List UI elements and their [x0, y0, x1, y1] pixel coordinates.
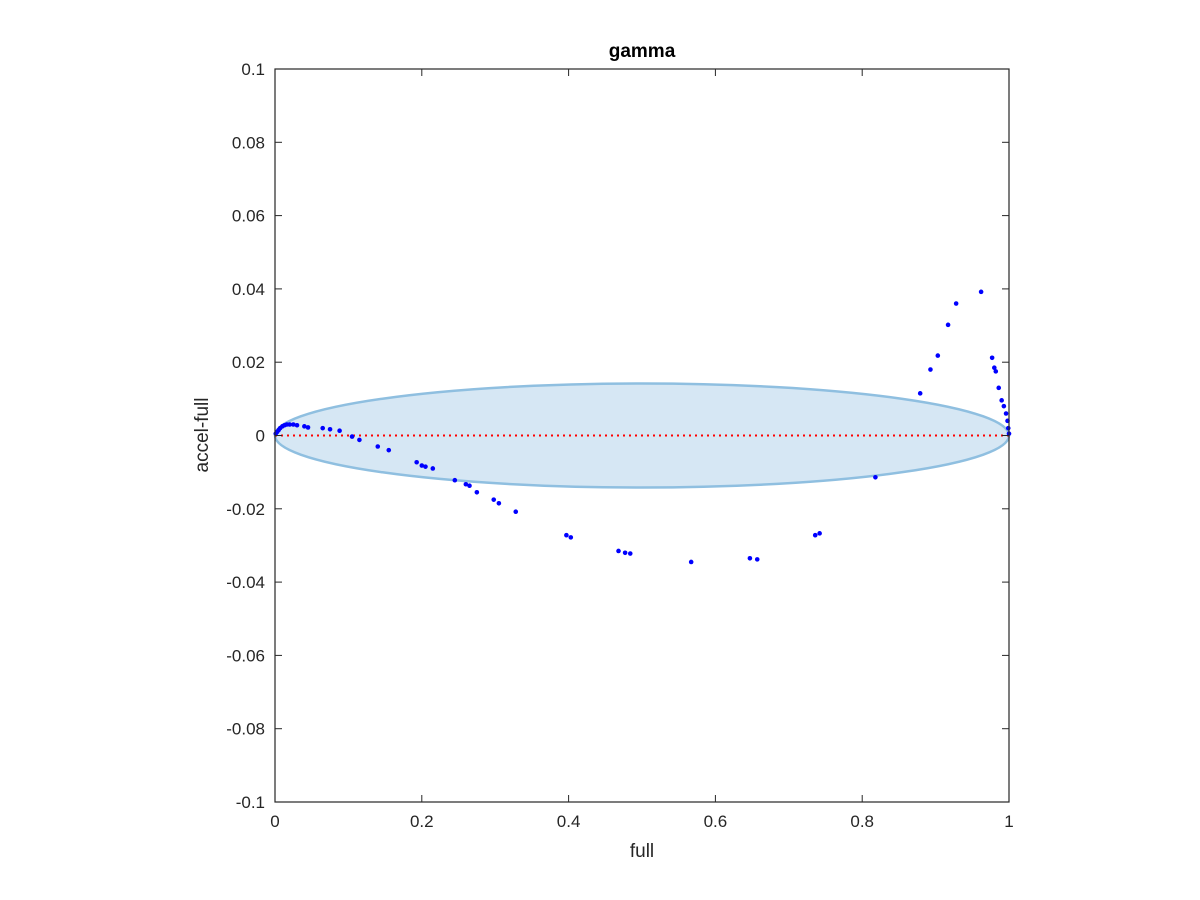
data-point — [291, 422, 296, 427]
chart-title: gamma — [609, 41, 676, 62]
data-point — [1001, 403, 1007, 409]
data-point — [349, 434, 355, 439]
data-point — [747, 555, 753, 561]
y-axis-label: accel-full — [192, 398, 213, 473]
data-point — [287, 422, 292, 427]
data-point — [622, 550, 628, 556]
data-point — [423, 464, 428, 469]
x-tick-label: 0.8 — [850, 812, 874, 831]
y-tick-label: 0.08 — [232, 133, 265, 152]
data-point — [294, 422, 300, 428]
data-point — [627, 551, 633, 556]
y-tick-label: -0.08 — [226, 720, 265, 739]
data-point — [568, 535, 574, 540]
x-tick-label: 0 — [270, 812, 279, 831]
y-tick-label: -0.1 — [236, 793, 265, 812]
y-tick-label: 0.1 — [241, 60, 265, 79]
data-point — [491, 497, 497, 502]
data-point — [496, 501, 502, 506]
data-point — [945, 322, 951, 328]
y-tick-label: 0.04 — [232, 280, 265, 299]
data-point — [320, 425, 326, 431]
y-tick-labels: -0.1 -0.08 -0.06 -0.04 -0.02 0 0.02 0.04 0.06 0.0… — [226, 60, 265, 812]
data-point — [993, 369, 999, 374]
x-axis-label: full — [630, 841, 654, 862]
data-point — [1003, 411, 1009, 416]
x-tick-label: 0.2 — [410, 812, 434, 831]
data-point — [357, 437, 362, 443]
data-point — [928, 367, 933, 372]
x-tick-label: 1 — [1004, 812, 1013, 831]
ticks-layer — [274, 68, 1010, 803]
data-point — [474, 490, 480, 495]
data-point — [817, 531, 822, 536]
data-point — [430, 466, 436, 471]
data-point — [513, 509, 519, 515]
data-point — [989, 355, 995, 361]
data-point — [386, 447, 392, 453]
data-point — [688, 559, 694, 565]
data-point — [996, 385, 1002, 391]
data-point — [327, 426, 333, 432]
x-tick-labels: 0 0.2 0.4 0.6 0.8 1 — [270, 812, 1013, 831]
y-tick-label: -0.06 — [226, 646, 265, 665]
data-point — [467, 483, 472, 489]
y-tick-label: -0.02 — [226, 500, 265, 519]
data-point — [812, 532, 818, 538]
y-tick-label: 0.02 — [232, 353, 265, 372]
data-point — [375, 444, 381, 449]
data-point — [917, 391, 923, 396]
points-layer — [273, 289, 1012, 565]
data-point — [302, 424, 307, 429]
data-point — [463, 481, 469, 487]
data-point — [337, 428, 342, 434]
x-tick-label: 0.6 — [704, 812, 728, 831]
data-point — [992, 365, 997, 370]
data-point — [564, 532, 569, 538]
data-point — [953, 301, 959, 306]
data-point — [452, 477, 458, 483]
data-point — [935, 353, 941, 358]
y-tick-label: 0.06 — [232, 207, 265, 226]
data-point — [616, 548, 621, 554]
y-tick-label: 0 — [256, 427, 265, 446]
y-tick-label: -0.04 — [226, 573, 265, 592]
data-point — [999, 398, 1004, 403]
x-tick-label: 0.4 — [557, 812, 581, 831]
data-point — [419, 463, 425, 468]
data-point — [754, 557, 760, 562]
data-point — [978, 289, 984, 295]
data-point — [1005, 425, 1011, 431]
data-point — [414, 459, 419, 465]
data-point — [873, 474, 878, 480]
data-point — [305, 425, 311, 430]
